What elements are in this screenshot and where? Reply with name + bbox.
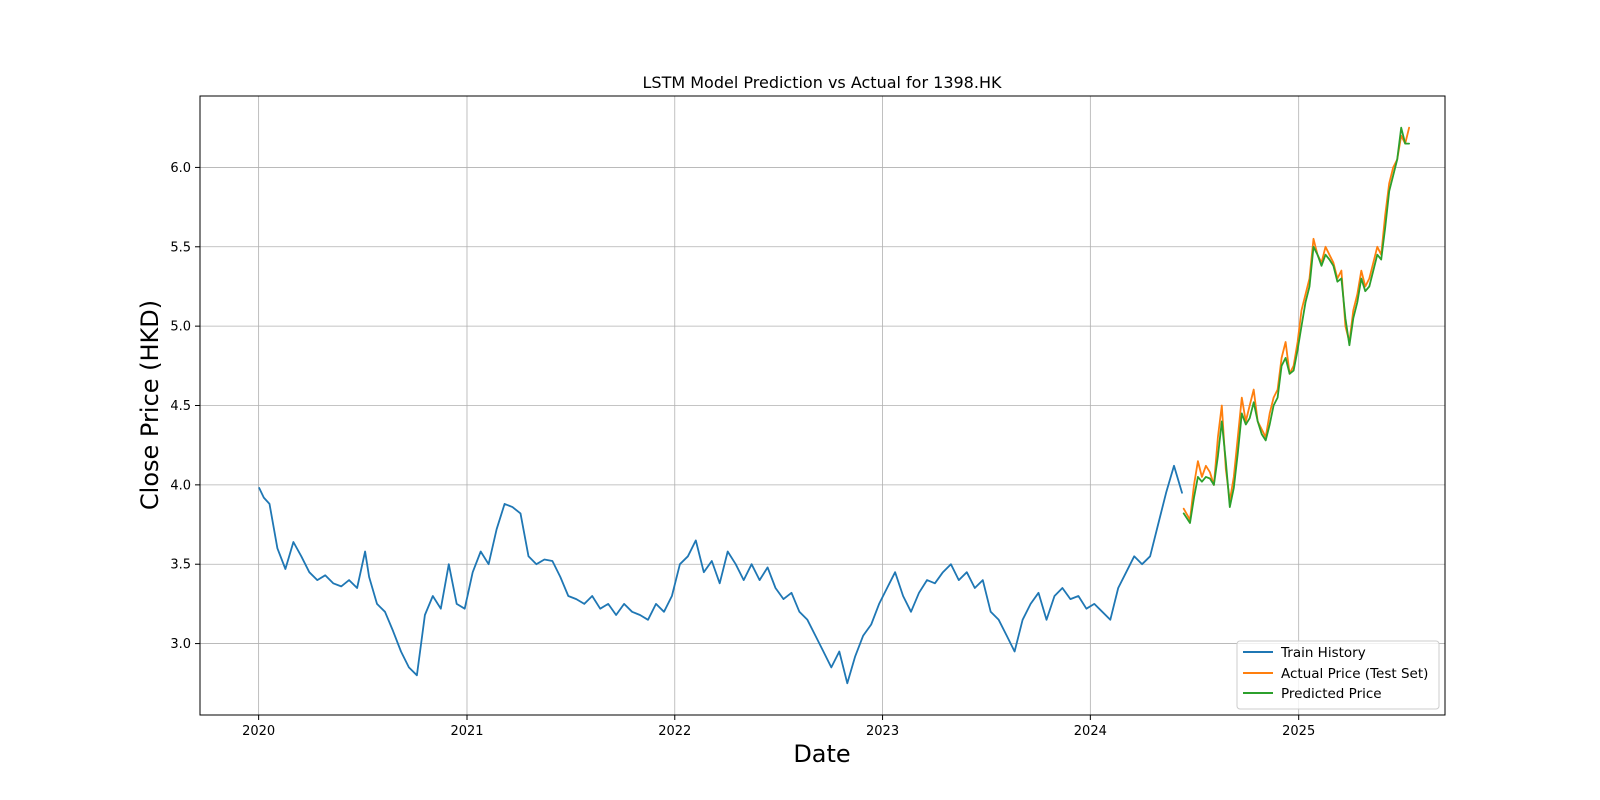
- legend-label-train: Train History: [1280, 645, 1366, 661]
- predicted-price-line: [1182, 126, 1410, 524]
- x-tick-label: 2025: [1282, 724, 1315, 739]
- x-axis-ticks: 2020 2021 2022 2023 2024 2025: [242, 715, 1315, 739]
- legend-label-actual: Actual Price (Test Set): [1281, 666, 1428, 682]
- x-tick-label: 2022: [658, 724, 691, 739]
- legend-label-predicted: Predicted Price: [1281, 686, 1382, 702]
- y-tick-label: 4.5: [170, 399, 191, 414]
- y-axis-label: Close Price (HKD): [136, 300, 164, 510]
- y-tick-label: 4.0: [170, 478, 191, 493]
- y-tick-label: 3.0: [170, 637, 191, 652]
- y-tick-label: 5.0: [170, 320, 191, 335]
- legend: Train History Actual Price (Test Set) Pr…: [1236, 640, 1440, 710]
- x-tick-label: 2023: [866, 724, 899, 739]
- y-axis-ticks: 3.0 3.5 4.0 4.5 5.0 5.5 6.0: [170, 161, 200, 652]
- x-axis-label: Date: [793, 740, 850, 768]
- chart-title: LSTM Model Prediction vs Actual for 1398…: [643, 73, 1002, 92]
- x-tick-label: 2024: [1074, 724, 1107, 739]
- x-tick-label: 2020: [242, 724, 275, 739]
- y-tick-label: 3.5: [170, 558, 191, 573]
- x-tick-label: 2021: [450, 724, 483, 739]
- train-history-line: [258, 464, 1183, 685]
- y-tick-label: 6.0: [170, 161, 191, 176]
- legend-box: [1236, 640, 1440, 710]
- series-lines: [258, 126, 1410, 685]
- y-tick-label: 5.5: [170, 240, 191, 255]
